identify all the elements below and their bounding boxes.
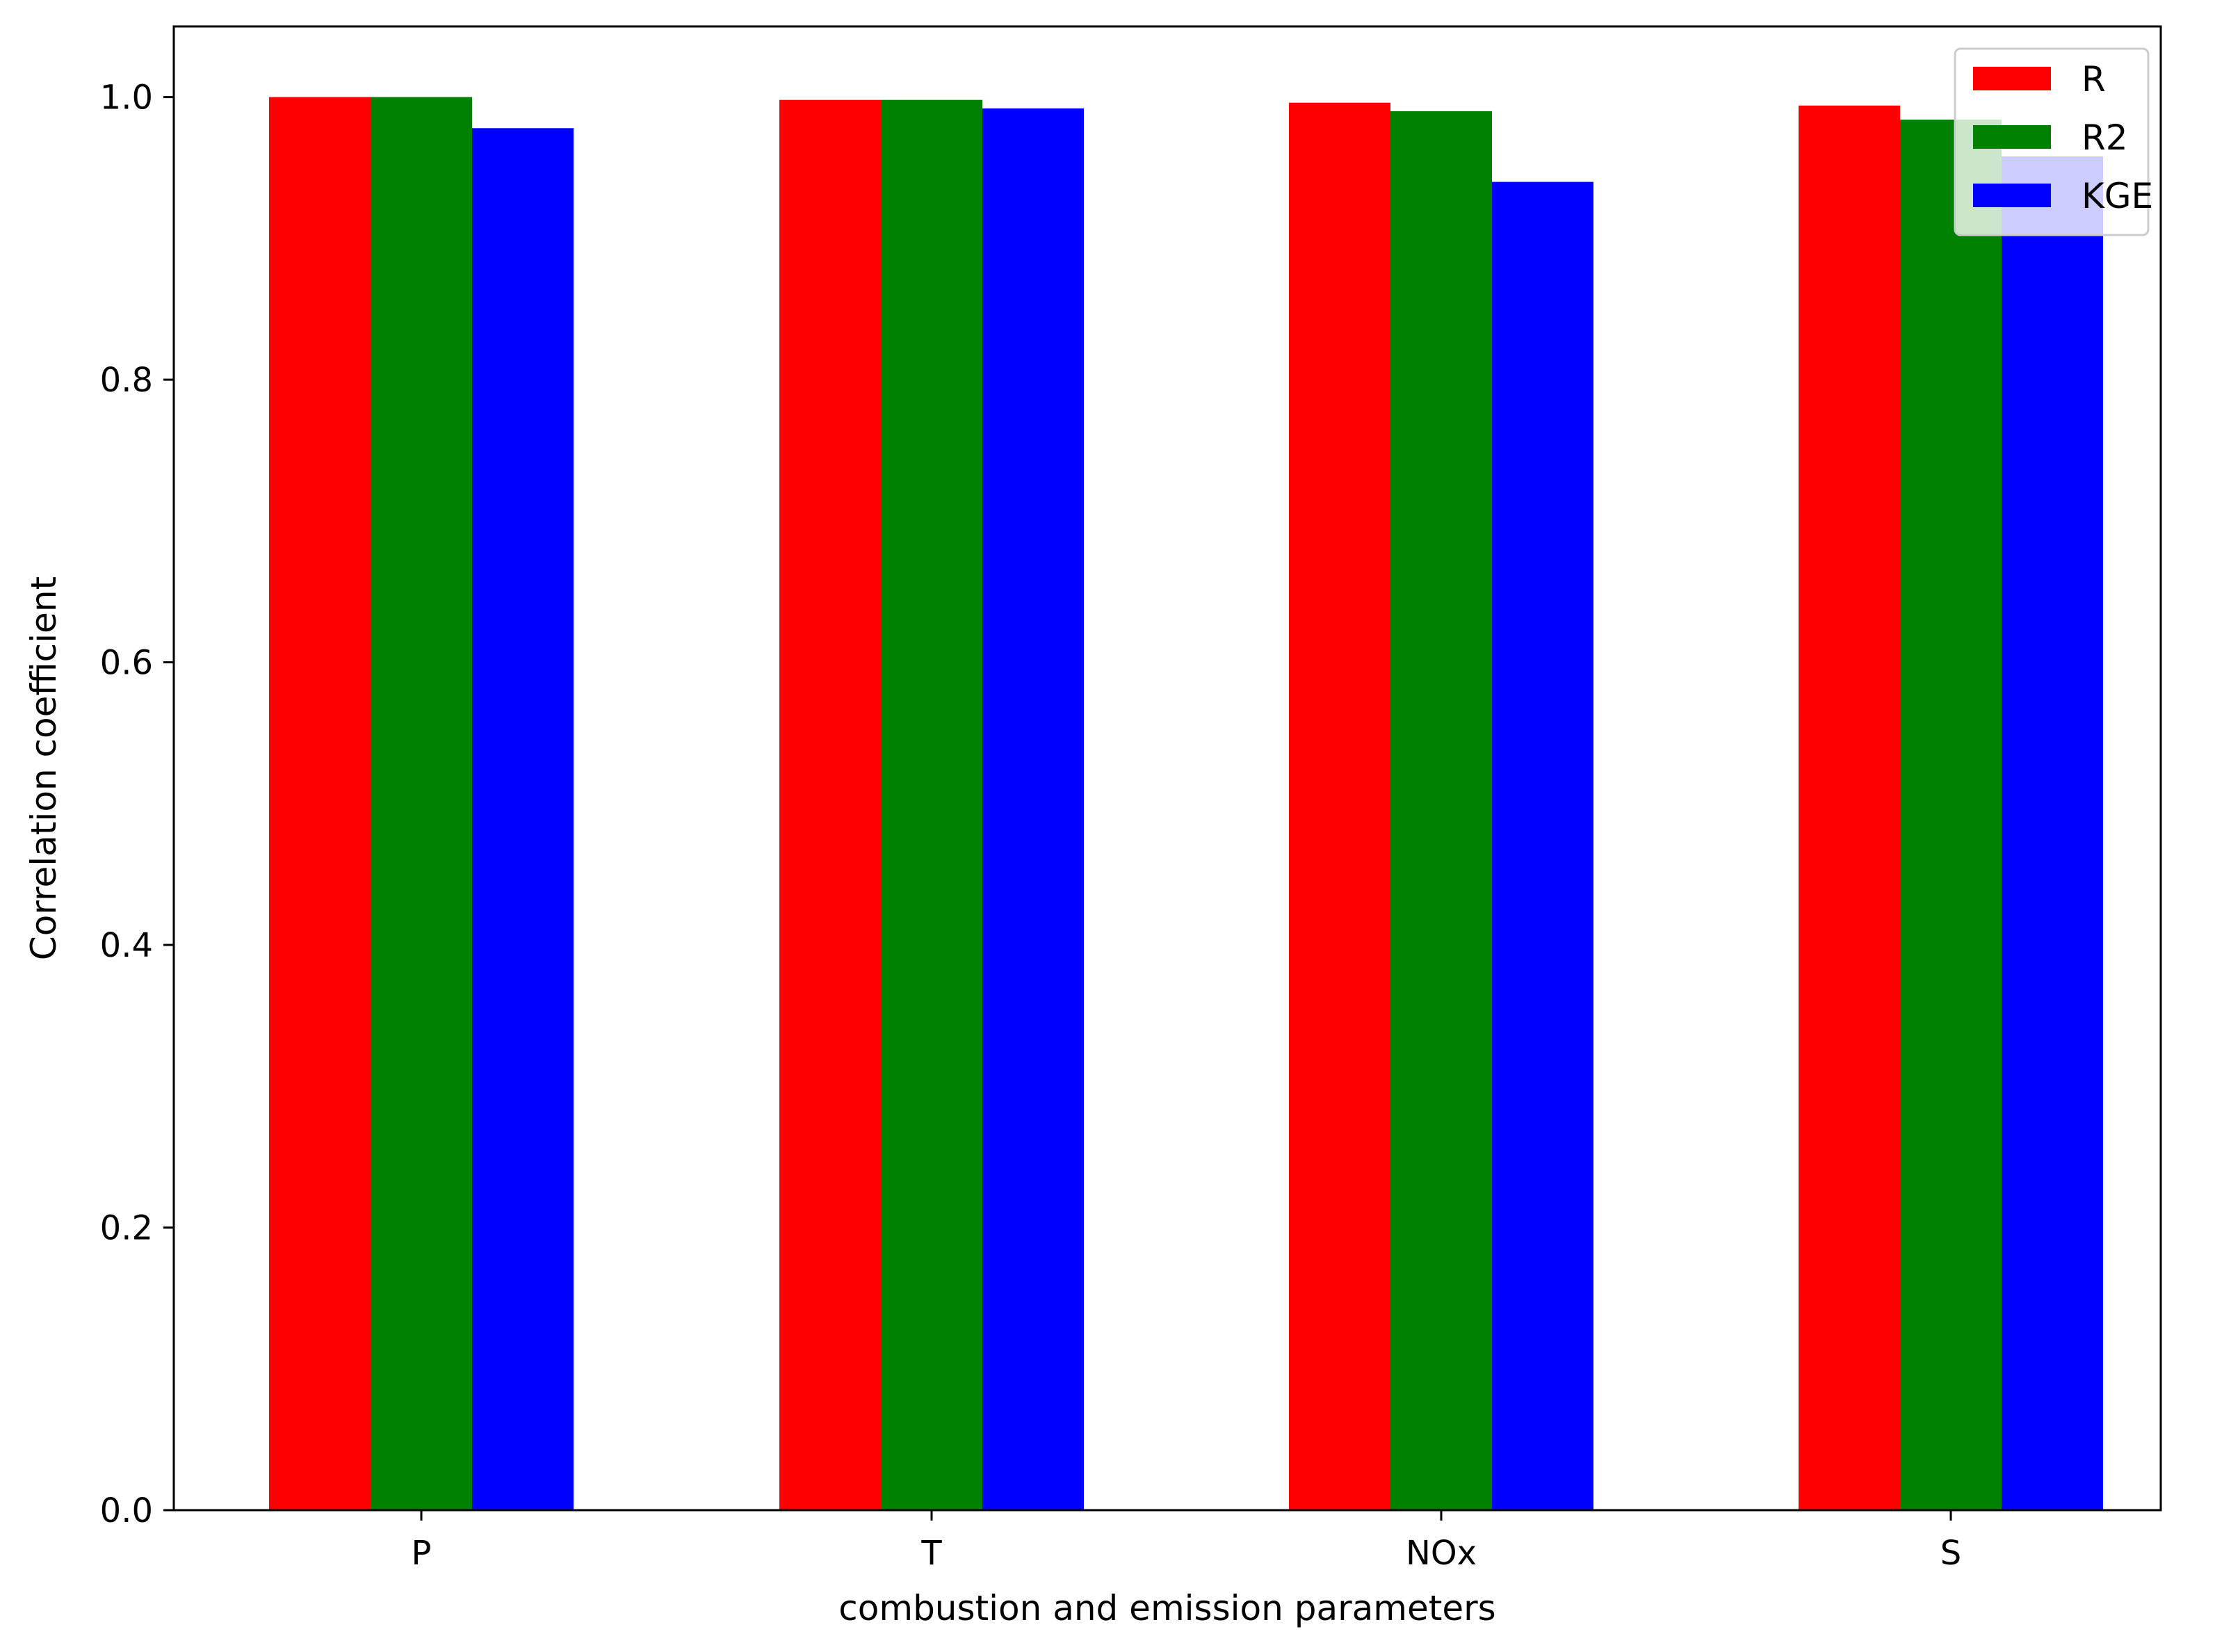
legend-swatch-r bbox=[1973, 67, 2051, 90]
bar-r-p bbox=[269, 97, 371, 1511]
bar-r-t bbox=[779, 99, 881, 1511]
plot-frame bbox=[172, 25, 2162, 1512]
bar-r-nox bbox=[1289, 102, 1390, 1511]
y-axis: 0.0 0.2 0.4 0.6 0.8 1.0 bbox=[100, 79, 174, 1530]
bar-kge-p bbox=[472, 128, 574, 1510]
bar-r-s bbox=[1799, 105, 1900, 1510]
x-tick-label-nox: NOx bbox=[1406, 1534, 1477, 1573]
y-tick-label: 0.2 bbox=[100, 1209, 153, 1248]
bar-kge-s bbox=[2002, 156, 2103, 1510]
x-tick-label-p: P bbox=[412, 1534, 432, 1573]
y-tick-label: 0.0 bbox=[100, 1491, 153, 1530]
legend-swatch-kge bbox=[1973, 184, 2051, 207]
bar-r2-s bbox=[1900, 120, 2002, 1511]
y-tick-label: 0.8 bbox=[100, 361, 153, 400]
x-axis-title: combustion and emission parameters bbox=[838, 1588, 1495, 1628]
bar-kge-t bbox=[982, 108, 1084, 1510]
x-axis: P T NOx S bbox=[412, 1510, 1961, 1573]
legend-label-r2: R2 bbox=[2082, 118, 2128, 158]
legend: R R2 KGE bbox=[1954, 47, 2153, 236]
y-tick-label: 1.0 bbox=[100, 79, 153, 118]
bar-kge-nox bbox=[1492, 181, 1593, 1511]
legend-swatch-r2 bbox=[1973, 125, 2051, 149]
y-tick-label: 0.6 bbox=[100, 644, 153, 683]
x-tick-label-s: S bbox=[1940, 1534, 1961, 1573]
y-tick-label: 0.4 bbox=[100, 926, 153, 965]
legend-label-kge: KGE bbox=[2082, 176, 2153, 216]
bar-r2-t bbox=[881, 99, 982, 1511]
x-tick-label-t: T bbox=[920, 1534, 942, 1573]
y-axis-title: Correlation coefficient bbox=[24, 576, 64, 960]
legend-label-r: R bbox=[2082, 59, 2106, 99]
bars-layer bbox=[269, 97, 2103, 1511]
bar-r2-nox bbox=[1390, 111, 1492, 1510]
bar-r2-p bbox=[371, 97, 472, 1511]
